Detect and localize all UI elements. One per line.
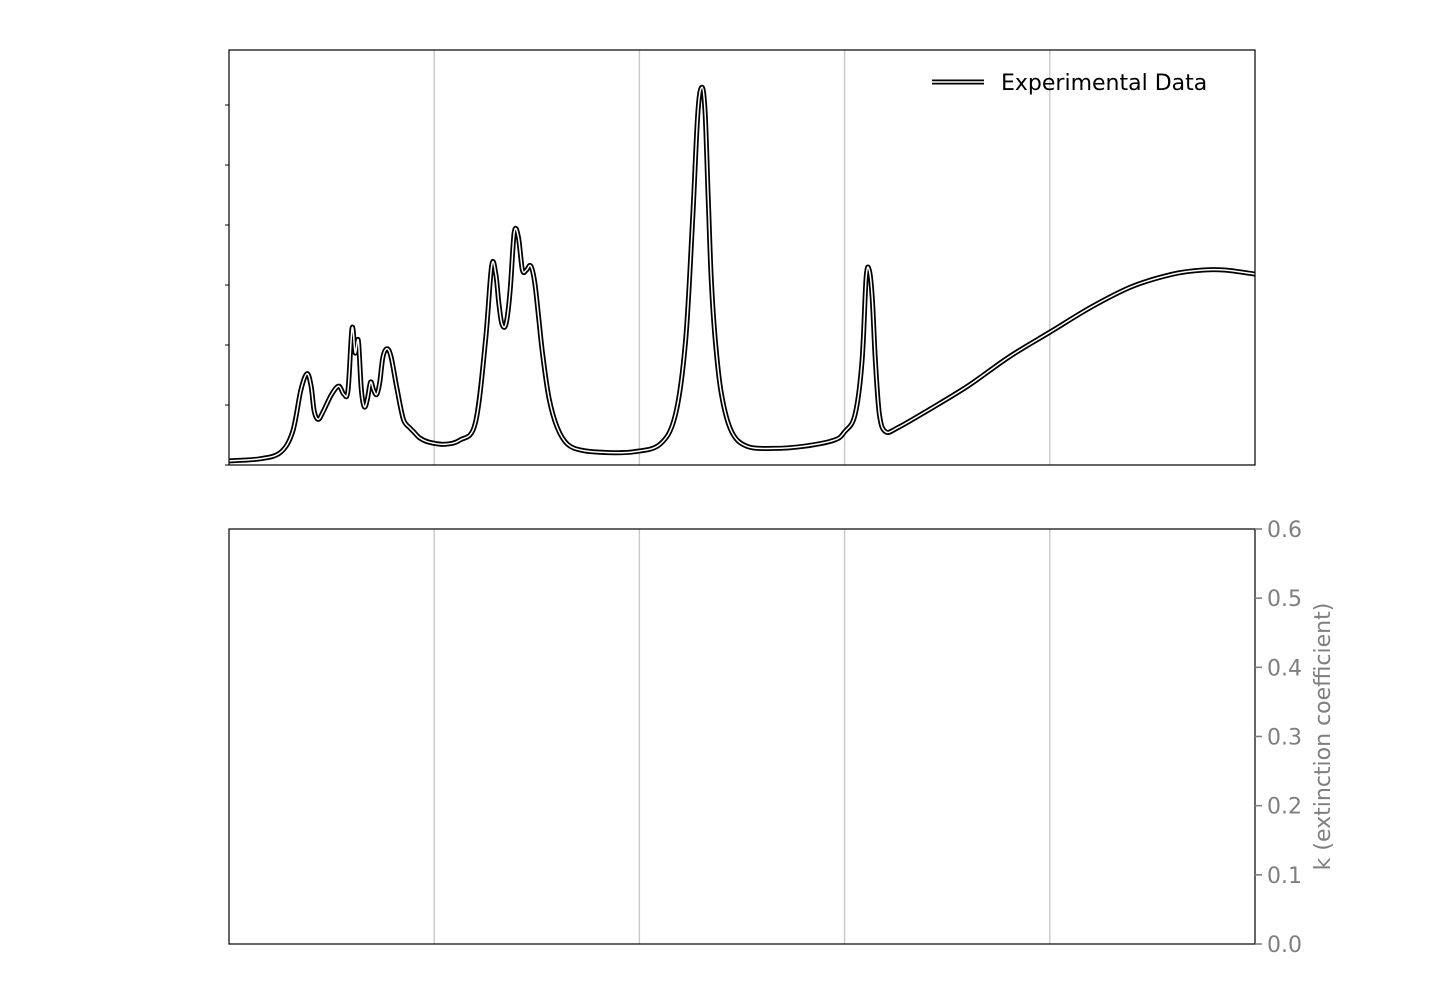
bottom-y-tick-label: 0.6 bbox=[1267, 518, 1302, 543]
bottom-panel: 0.0 0.1 0.2 0.3 0.4 0.5 0.6 k (extinction coef… bbox=[228, 518, 1336, 958]
bottom-y-tick-label: 0.5 bbox=[1267, 587, 1302, 612]
bottom-y-tick-label: 0.4 bbox=[1267, 656, 1302, 681]
bottom-y-tick-label: 0.2 bbox=[1267, 795, 1302, 820]
top-panel: Experimental Data bbox=[225, 49, 1256, 466]
bottom-y-tick-label: 0.1 bbox=[1267, 864, 1302, 889]
legend: Experimental Data bbox=[932, 71, 1207, 96]
series-line-experimental-data bbox=[228, 84, 1256, 464]
legend-entry-experimental-data: Experimental Data bbox=[1001, 71, 1207, 96]
y-axis-label: k (extinction coefficient) bbox=[1311, 603, 1336, 871]
top-y-ticks bbox=[225, 104, 229, 466]
top-grid bbox=[433, 50, 1051, 465]
series-line-experimental-data-inner bbox=[228, 86, 1256, 462]
bottom-y-tick-label: 0.3 bbox=[1267, 726, 1302, 751]
top-series bbox=[228, 84, 1256, 464]
bottom-grid bbox=[433, 529, 1051, 944]
bottom-y-ticks: 0.0 0.1 0.2 0.3 0.4 0.5 0.6 bbox=[1255, 518, 1302, 958]
bottom-y-tick-label: 0.0 bbox=[1267, 933, 1302, 958]
bottom-plot-frame bbox=[228, 528, 1256, 945]
top-plot-frame bbox=[228, 49, 1256, 466]
